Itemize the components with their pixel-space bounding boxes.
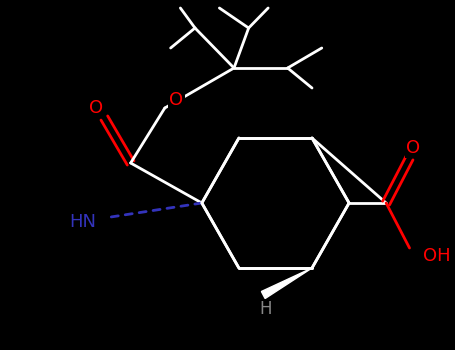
Text: O: O — [90, 99, 104, 117]
Polygon shape — [262, 268, 312, 299]
Text: O: O — [406, 139, 420, 157]
Text: HN: HN — [70, 213, 96, 231]
Text: OH: OH — [423, 247, 451, 265]
Text: O: O — [169, 91, 183, 109]
Text: H: H — [259, 300, 272, 318]
